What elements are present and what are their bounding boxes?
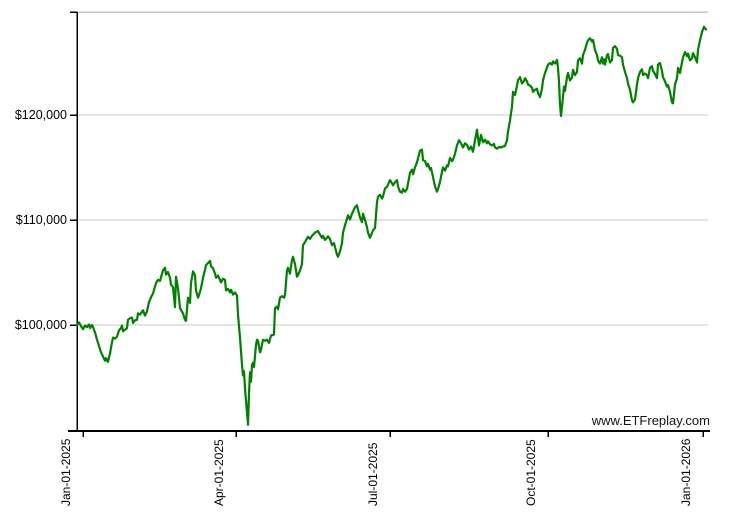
axes xyxy=(68,12,710,432)
x-tick-label: Oct-01-2025 xyxy=(524,439,538,506)
axis-ticks xyxy=(70,11,704,437)
x-tick-label: Apr-01-2025 xyxy=(212,439,226,506)
x-tick-label: Jan-01-2026 xyxy=(679,438,693,506)
series-line xyxy=(75,25,708,426)
x-tick-label: Jan-01-2025 xyxy=(59,438,73,506)
y-tick-label: $110,000 xyxy=(15,213,67,227)
x-tick-label: Jul-01-2025 xyxy=(366,442,380,506)
y-tick-label: $100,000 xyxy=(14,318,67,332)
y-tick-label: $120,000 xyxy=(14,108,67,122)
watermark-link[interactable]: www.ETFreplay.com xyxy=(591,413,710,428)
gridlines xyxy=(77,11,708,326)
